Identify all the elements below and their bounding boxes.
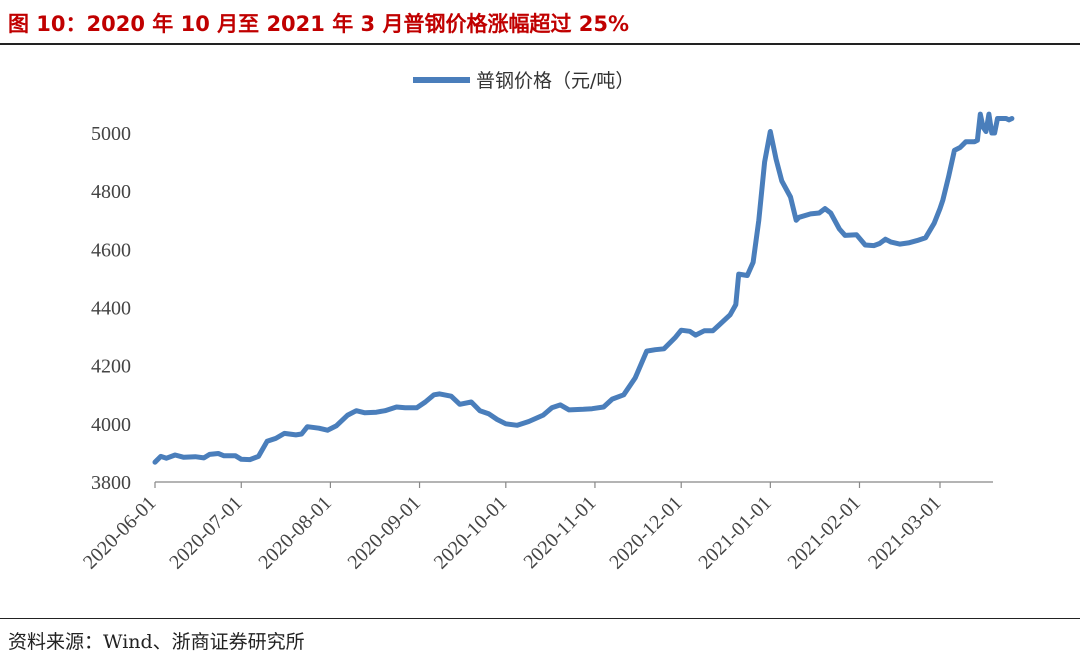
y-tick-label: 4800: [91, 181, 131, 203]
x-tick-label: 2020-12-01: [605, 492, 687, 574]
y-tick-label: 4200: [91, 356, 131, 378]
steel-price-chart: 普钢价格（元/吨） 3800 4000 4200 4400 4600 4800 5000 2…: [79, 70, 1015, 574]
x-tick-label: 2021-01-01: [694, 492, 776, 574]
y-tick-label: 5000: [91, 123, 131, 145]
source-note: 资料来源：Wind、浙商证券研究所: [8, 631, 305, 653]
chart-legend: 普钢价格（元/吨）: [413, 70, 634, 92]
x-tick-label: 2021-03-01: [864, 492, 946, 574]
y-tick-label: 4600: [91, 239, 131, 261]
y-axis: 3800 4000 4200 4400 4600 4800 5000: [91, 123, 131, 494]
x-tick-label: 2020-06-01: [79, 492, 161, 574]
x-tick-label: 2020-08-01: [254, 492, 336, 574]
title-rule: [0, 43, 1080, 45]
series-line: [152, 111, 1015, 465]
x-tick-label: 2020-07-01: [165, 492, 247, 574]
figure-title: 图 10：2020 年 10 月至 2021 年 3 月普钢价格涨幅超过 25%: [8, 12, 630, 36]
x-tick-label: 2020-10-01: [430, 492, 512, 574]
y-tick-label: 3800: [91, 472, 131, 494]
x-tick-label: 2021-02-01: [783, 492, 865, 574]
x-tick-label: 2020-09-01: [344, 492, 426, 574]
source-rule: [0, 618, 1080, 619]
x-tick-label: 2020-11-01: [519, 492, 600, 573]
y-tick-label: 4000: [91, 414, 131, 436]
x-axis: 2020-06-01 2020-07-01 2020-08-01 2020-09-01…: [79, 481, 993, 574]
legend-label: 普钢价格（元/吨）: [476, 70, 634, 92]
series-group: [152, 111, 1015, 465]
y-tick-label: 4400: [91, 298, 131, 320]
